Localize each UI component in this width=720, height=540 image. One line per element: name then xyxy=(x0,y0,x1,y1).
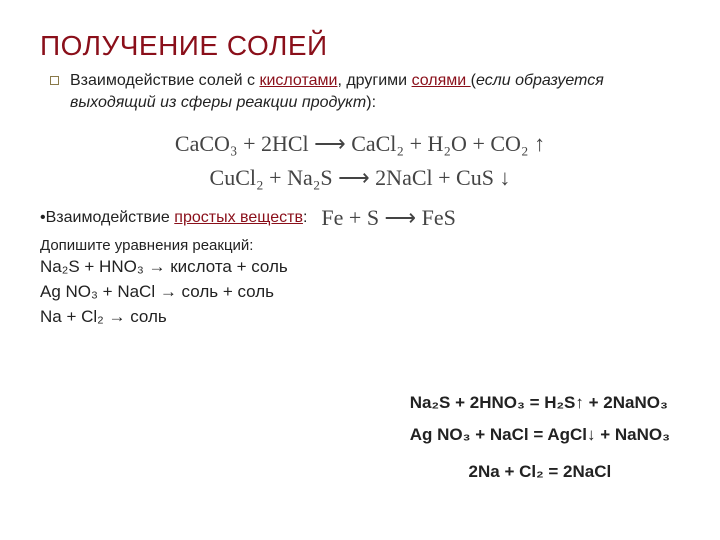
equations-main: CaCO₃ + 2HCl ⟶ CaCl₂ + H₂O + CO₂ ↑ CuCl₂… xyxy=(40,127,680,195)
answer-2: Ag NO₃ + NaCl = AgCl↓ + NaNO₃ xyxy=(410,419,670,451)
intro-paren-close: ): xyxy=(366,94,376,111)
simple-label-suffix: : xyxy=(303,209,307,226)
task-label: Допишите уравнения реакций: xyxy=(40,237,270,255)
simple-label-prefix: •Взаимодействие xyxy=(40,209,174,226)
task-3: Na + Cl₂ → соль xyxy=(40,305,680,330)
intro-keyword-acids: кислотами xyxy=(259,72,337,89)
task-2: Ag NO₃ + NaCl → соль + соль xyxy=(40,280,680,305)
task-1: Na₂S + HNO₃ → кислота + соль xyxy=(40,255,680,280)
intro-keyword-salts: солями xyxy=(412,72,471,89)
answer-3: 2Na + Cl₂ = 2NaCl xyxy=(410,456,670,488)
slide-title: ПОЛУЧЕНИЕ СОЛЕЙ xyxy=(40,30,680,62)
simple-label: •Взаимодействие простых веществ: xyxy=(40,209,307,227)
answer-1: Na₂S + 2HNO₃ = H₂S↑ + 2NaNO₃ xyxy=(410,387,670,419)
intro-mid: , другими xyxy=(337,72,411,89)
simple-substances-row: •Взаимодействие простых веществ: Fe + S … xyxy=(40,205,680,231)
equation-3: Fe + S ⟶ FeS xyxy=(321,205,455,231)
intro-prefix: Взаимодействие солей с xyxy=(70,72,259,89)
equation-2: CuCl₂ + Na₂S ⟶ 2NaCl + CuS ↓ xyxy=(40,161,680,195)
simple-label-keyword: простых веществ xyxy=(174,209,303,226)
intro-text: Взаимодействие солей с кислотами, другим… xyxy=(40,70,680,113)
answers-block: Na₂S + 2HNO₃ = H₂S↑ + 2NaNO₃ Ag NO₃ + Na… xyxy=(410,387,670,488)
equation-1: CaCO₃ + 2HCl ⟶ CaCl₂ + H₂O + CO₂ ↑ xyxy=(40,127,680,161)
task-list: Na₂S + HNO₃ → кислота + соль Ag NO₃ + Na… xyxy=(40,255,680,329)
bullet-icon xyxy=(50,76,59,85)
